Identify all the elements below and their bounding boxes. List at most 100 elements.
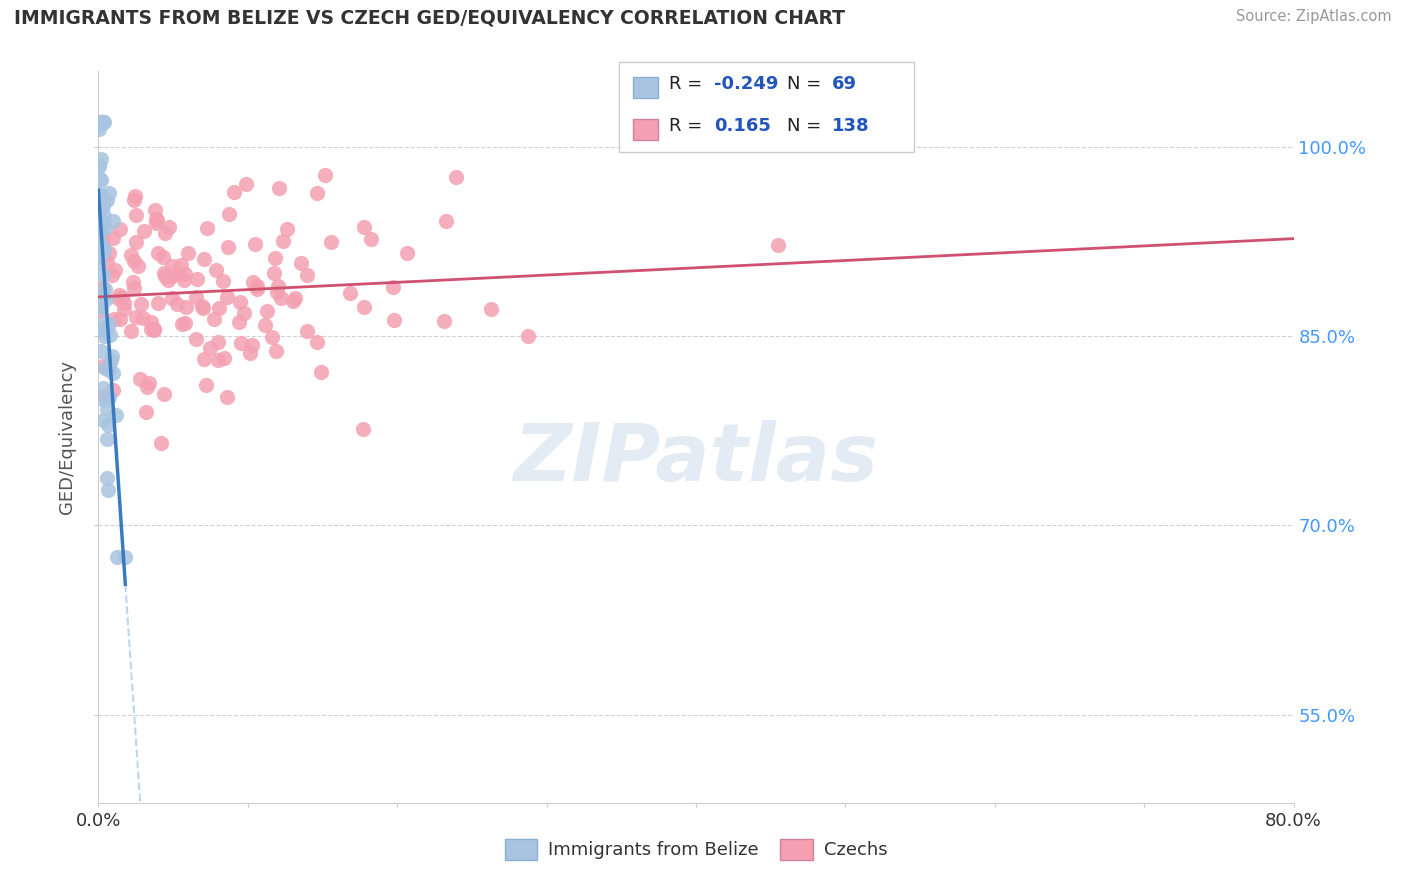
- Point: [91, 413, 114, 427]
- Point: [283, 294, 305, 309]
- Point: [444, 170, 467, 185]
- Point: [96, 433, 118, 447]
- Point: [321, 235, 343, 249]
- Point: [186, 272, 208, 286]
- Point: [307, 335, 329, 350]
- Point: [94, 292, 117, 306]
- Point: [200, 341, 222, 355]
- Point: [94, 361, 117, 376]
- Point: [89, 250, 111, 264]
- Point: [111, 290, 134, 304]
- Point: [352, 422, 374, 436]
- Point: [382, 313, 405, 327]
- Point: [253, 318, 276, 333]
- Point: [309, 366, 332, 380]
- Point: [98, 358, 121, 372]
- Point: [97, 363, 120, 377]
- Point: [129, 297, 152, 311]
- Point: [103, 383, 125, 397]
- Point: [90, 237, 112, 252]
- Point: [766, 238, 789, 252]
- Point: [108, 221, 131, 235]
- Point: [97, 417, 120, 432]
- Point: [89, 115, 111, 129]
- Point: [174, 316, 197, 330]
- Point: [170, 317, 193, 331]
- Point: [90, 246, 112, 260]
- Point: [264, 343, 287, 358]
- Point: [127, 259, 149, 273]
- Point: [339, 285, 361, 300]
- Point: [148, 296, 170, 310]
- Point: [93, 209, 115, 223]
- Point: [89, 255, 111, 269]
- Point: [97, 483, 120, 498]
- Point: [90, 115, 112, 129]
- Point: [90, 200, 112, 214]
- Point: [162, 292, 184, 306]
- Y-axis label: GED/Equivalency: GED/Equivalency: [58, 360, 76, 514]
- Point: [93, 289, 115, 303]
- Text: ZIPatlas: ZIPatlas: [513, 420, 879, 498]
- Point: [224, 185, 246, 199]
- Point: [112, 296, 135, 310]
- Point: [276, 221, 298, 235]
- Point: [153, 226, 176, 240]
- Point: [174, 301, 197, 315]
- Point: [202, 312, 225, 326]
- Point: [124, 189, 146, 203]
- Point: [103, 312, 125, 326]
- Point: [90, 323, 112, 337]
- Point: [142, 322, 165, 336]
- Point: [90, 188, 112, 202]
- Point: [266, 285, 288, 299]
- Point: [103, 231, 125, 245]
- Point: [217, 240, 239, 254]
- Point: [153, 386, 176, 401]
- Point: [211, 274, 233, 288]
- Point: [135, 404, 157, 418]
- Point: [89, 202, 111, 216]
- Point: [297, 268, 319, 282]
- Point: [145, 212, 167, 227]
- Text: R =: R =: [669, 75, 709, 93]
- Point: [89, 117, 111, 131]
- Point: [122, 275, 145, 289]
- Point: [96, 402, 118, 417]
- Point: [91, 381, 114, 395]
- Point: [263, 266, 285, 280]
- Point: [91, 115, 114, 129]
- Point: [89, 159, 111, 173]
- Point: [89, 172, 111, 186]
- Point: [91, 268, 114, 282]
- Point: [128, 372, 150, 386]
- Point: [96, 254, 118, 268]
- Point: [353, 301, 375, 315]
- Point: [108, 287, 131, 301]
- Point: [217, 290, 239, 304]
- Point: [125, 235, 148, 249]
- Point: [90, 152, 112, 166]
- Point: [91, 195, 114, 210]
- Point: [396, 246, 419, 260]
- Point: [207, 335, 229, 350]
- Point: [434, 214, 457, 228]
- Point: [90, 217, 112, 231]
- Point: [122, 193, 145, 207]
- Point: [89, 191, 111, 205]
- Point: [229, 295, 252, 310]
- Point: [235, 177, 257, 191]
- Point: [290, 256, 312, 270]
- Point: [267, 278, 290, 293]
- Point: [433, 314, 456, 328]
- Point: [89, 211, 111, 226]
- Point: [152, 250, 174, 264]
- Point: [101, 268, 124, 283]
- Point: [173, 267, 195, 281]
- Text: -0.249: -0.249: [714, 75, 779, 93]
- Point: [138, 376, 160, 390]
- Point: [90, 212, 112, 227]
- Point: [91, 231, 114, 245]
- Point: [205, 262, 228, 277]
- Point: [166, 297, 188, 311]
